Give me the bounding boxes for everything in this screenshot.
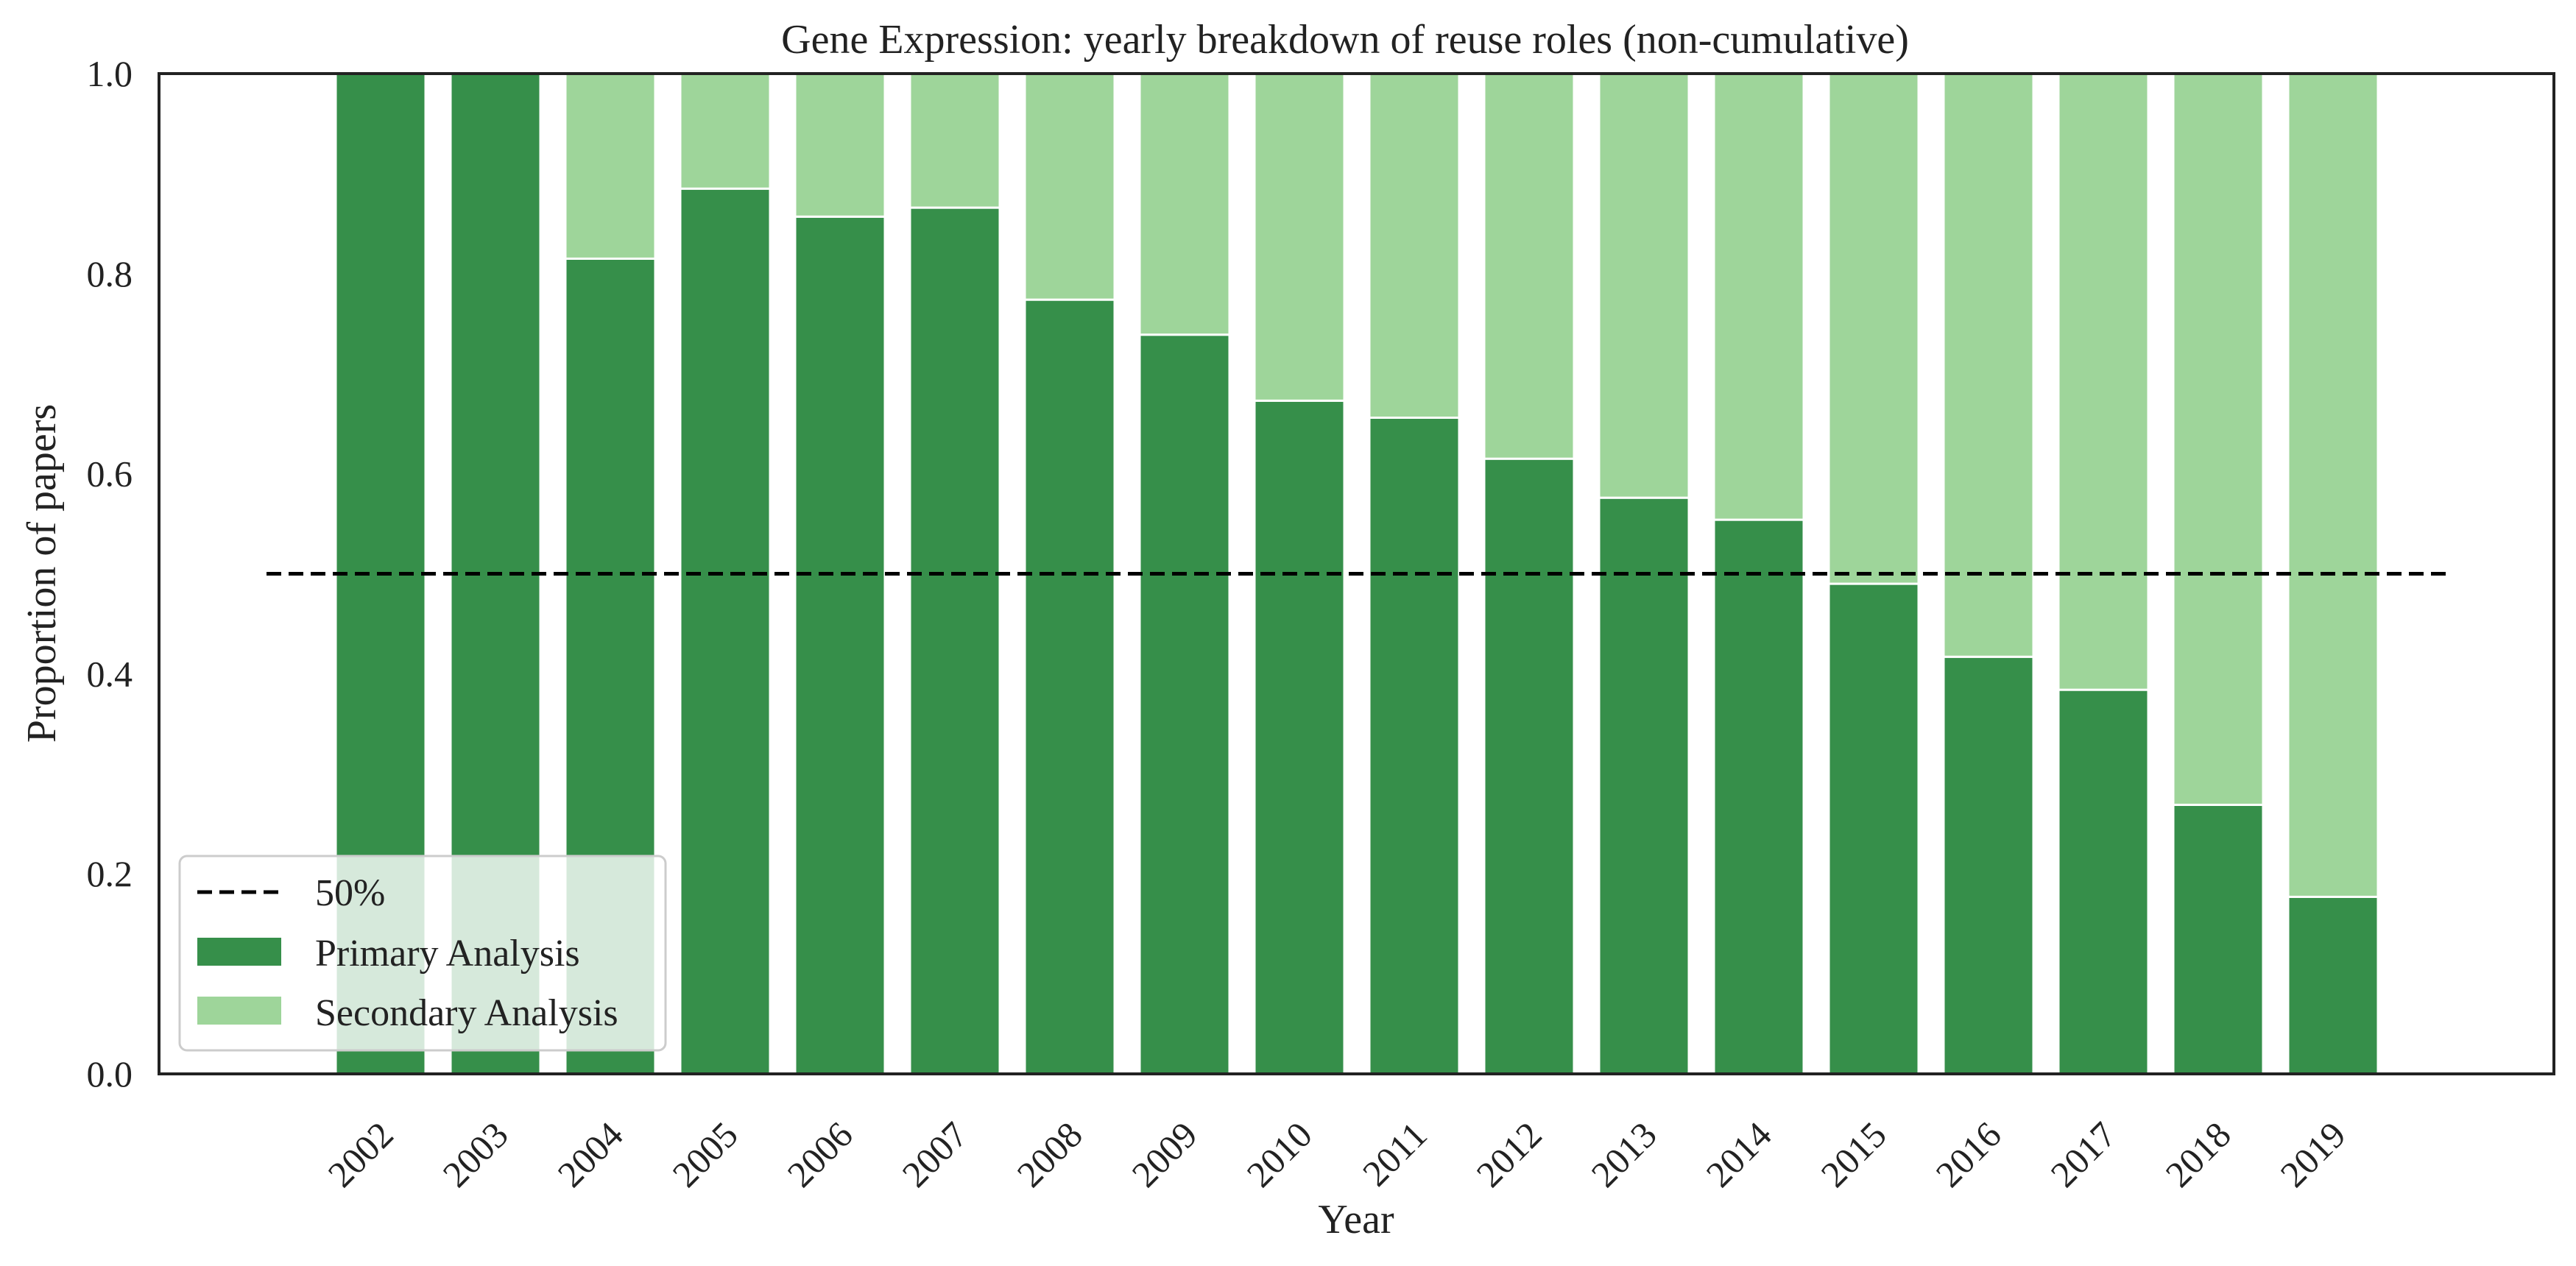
y-tick-label: 0.4 <box>87 653 133 694</box>
x-axis-label: Year <box>1318 1197 1394 1242</box>
bar-secondary-2017 <box>2057 72 2150 691</box>
y-axis-ticks: 0.0 0.2 0.4 0.6 0.8 1.0 <box>87 53 133 1095</box>
x-tick-label: 2008 <box>1009 1114 1090 1195</box>
y-tick-label: 0.6 <box>87 453 133 495</box>
bar-primary-2009 <box>1138 333 1231 1075</box>
x-tick-label: 2004 <box>549 1114 630 1195</box>
x-tick-label: 2014 <box>1698 1114 1779 1195</box>
x-tick-label: 2006 <box>779 1114 860 1195</box>
x-axis-ticks: 2002 2003 2004 2005 2006 2007 2008 2009 2010 2011… <box>320 1114 2353 1195</box>
legend-box <box>178 855 667 1052</box>
bar-secondary-2005 <box>679 72 772 190</box>
x-tick-label: 2012 <box>1468 1114 1549 1195</box>
bar-primary-2012 <box>1483 457 1575 1075</box>
legend: 50% Primary Analysis Secondary Analysis <box>178 855 667 1052</box>
legend-swatch-secondary <box>197 997 281 1025</box>
bar-primary-2018 <box>2172 803 2265 1075</box>
x-tick-label: 2003 <box>434 1114 515 1195</box>
bar-primary-2014 <box>1712 518 1805 1075</box>
bar-secondary-2011 <box>1368 72 1461 419</box>
y-tick-label: 0.2 <box>87 853 133 894</box>
x-tick-label: 2007 <box>894 1114 975 1195</box>
x-tick-label: 2010 <box>1238 1114 1319 1195</box>
bar-primary-2011 <box>1368 416 1461 1075</box>
legend-label-50pct: 50% <box>315 872 385 914</box>
x-tick-label: 2005 <box>664 1114 745 1195</box>
plot-frame <box>158 72 2555 1075</box>
legend-label-secondary: Secondary Analysis <box>315 992 618 1034</box>
x-tick-label: 2017 <box>2042 1114 2123 1195</box>
bar-secondary-2013 <box>1598 72 1690 499</box>
bar-secondary-2015 <box>1827 72 1920 585</box>
x-tick-label: 2018 <box>2157 1114 2238 1195</box>
bar-primary-2008 <box>1023 298 1116 1075</box>
bar-primary-2016 <box>1942 655 2035 1075</box>
x-tick-label: 2016 <box>1927 1114 2008 1195</box>
x-tick-label: 2019 <box>2272 1114 2353 1195</box>
bar-secondary-2004 <box>564 72 657 260</box>
bar-primary-2013 <box>1598 496 1690 1075</box>
bar-secondary-2014 <box>1712 72 1805 521</box>
bar-secondary-2016 <box>1942 72 2035 658</box>
bar-primary-2015 <box>1827 582 1920 1075</box>
bar-secondary-2006 <box>794 72 886 218</box>
x-tick-label: 2015 <box>1813 1114 1894 1195</box>
y-tick-label: 0.0 <box>87 1053 133 1095</box>
y-axis-label: Proportion of papers <box>19 404 65 743</box>
x-tick-label: 2011 <box>1355 1114 1435 1194</box>
bar-primary-2019 <box>2287 895 2379 1075</box>
bar-secondary-2012 <box>1483 72 1575 460</box>
bar-primary-2010 <box>1253 399 1346 1075</box>
bar-primary-2005 <box>679 187 772 1075</box>
bar-secondary-2019 <box>2287 72 2379 898</box>
legend-label-primary: Primary Analysis <box>315 933 580 975</box>
chart-title: Gene Expression: yearly breakdown of reu… <box>781 17 1909 63</box>
bar-secondary-2010 <box>1253 72 1346 402</box>
bar-secondary-2008 <box>1023 72 1116 301</box>
x-tick-label: 2002 <box>320 1114 400 1195</box>
x-tick-label: 2013 <box>1583 1114 1664 1195</box>
bar-secondary-2018 <box>2172 72 2265 806</box>
bar-primary-2007 <box>908 206 1001 1075</box>
bar-primary-2017 <box>2057 688 2150 1075</box>
bar-secondary-2007 <box>908 72 1001 209</box>
y-tick-label: 1.0 <box>87 53 133 94</box>
bar-primary-2006 <box>794 215 886 1075</box>
y-tick-label: 0.8 <box>87 253 133 294</box>
bar-secondary-2009 <box>1138 72 1231 336</box>
x-tick-label: 2009 <box>1123 1114 1204 1195</box>
legend-swatch-primary <box>197 938 281 966</box>
